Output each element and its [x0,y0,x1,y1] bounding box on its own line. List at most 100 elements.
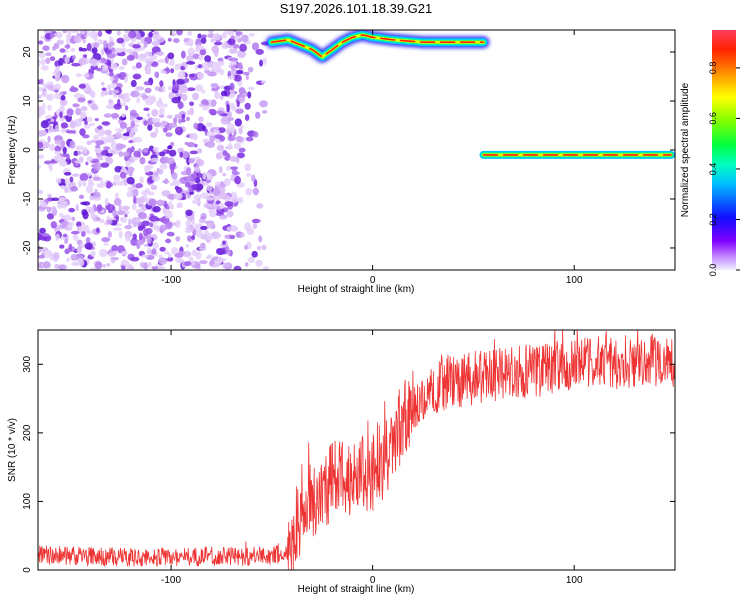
noise-speckle [150,96,155,104]
noise-speckle [244,244,248,250]
colorbar-tick-label: 0.0 [708,264,718,277]
noise-speckle [60,122,69,129]
noise-speckle [101,81,105,86]
noise-speckle [71,30,78,34]
noise-speckle [169,57,175,67]
noise-speckle [72,173,80,177]
noise-speckle [50,221,58,229]
noise-speckle [80,47,88,52]
noise-speckle [227,75,236,80]
noise-speckle [85,185,93,194]
noise-speckle [141,254,149,258]
noise-speckle [106,263,111,267]
noise-speckle [159,163,168,170]
noise-speckle [118,230,123,239]
noise-speckle [40,93,50,97]
noise-speckle [104,197,109,206]
x-tick-label: -100 [161,275,181,286]
noise-speckle [119,171,127,179]
noise-speckle [50,118,55,123]
noise-speckle [200,36,207,44]
noise-speckle [253,131,259,138]
noise-speckle [126,54,135,61]
noise-speckle [106,53,116,59]
noise-speckle [155,226,160,232]
noise-speckle [166,231,175,237]
noise-speckle [162,207,166,215]
noise-speckle [78,83,86,89]
noise-speckle [198,116,204,123]
noise-speckle [170,141,175,147]
noise-speckle [226,104,230,113]
noise-speckle [262,265,270,270]
noise-speckle [205,122,213,128]
noise-speckle [68,243,73,252]
noise-speckle [93,134,100,141]
noise-speckle [101,87,107,91]
noise-speckle [63,171,72,176]
noise-speckle [113,174,121,182]
noise-speckle [63,200,68,207]
snr-y-axis-label: SNR (10 * v/v) [7,418,18,482]
noise-speckle [60,141,65,149]
noise-speckle [152,242,159,250]
noise-speckle [159,151,166,157]
noise-speckle [127,186,136,191]
noise-speckle [100,48,105,56]
noise-speckle [213,129,220,134]
noise-speckle [39,78,44,85]
noise-speckle [173,38,180,44]
noise-speckle [219,192,228,200]
noise-speckle [143,228,149,237]
noise-speckle [251,42,260,51]
noise-speckle [89,58,99,67]
noise-speckle [157,86,163,93]
noise-speckle [149,215,159,222]
noise-speckle [178,118,182,124]
noise-speckle [128,30,137,39]
noise-speckle [47,164,53,168]
noise-speckle [97,39,104,45]
snr-series-line [38,330,675,570]
noise-speckle [120,250,128,256]
colorbar: 0.0 0.2 0.4 0.6 0.8 Normalized spectral ampl… [680,30,740,276]
noise-speckle [222,172,227,177]
noise-speckle [64,56,70,64]
noise-speckle [54,154,64,163]
noise-speckle [253,187,259,196]
noise-speckle [167,52,175,60]
noise-speckle [82,180,87,187]
noise-speckle [139,176,144,184]
noise-speckle [106,182,113,188]
noise-speckle [132,233,137,240]
noise-speckle [73,150,79,157]
noise-speckle [144,87,152,94]
noise-speckle [235,108,244,114]
noise-speckle [85,206,92,211]
noise-speckle [148,31,153,38]
noise-speckle [54,92,62,100]
noise-speckle [167,86,174,91]
noise-speckle [227,134,236,142]
noise-speckle [196,72,205,80]
noise-speckle [106,204,116,211]
noise-speckle [135,183,144,189]
noise-speckle [179,176,188,184]
noise-speckle [202,125,207,132]
noise-speckle [167,145,172,150]
noise-speckle [171,96,181,104]
noise-speckle [102,263,107,268]
noise-speckle [210,99,217,108]
noise-speckle [61,220,70,226]
noise-speckle [171,247,179,256]
noise-speckle [60,185,65,190]
noise-speckle [112,181,117,187]
noise-speckle [211,87,219,92]
noise-speckle [181,113,186,120]
noise-speckle [62,233,68,238]
noise-speckle [158,264,163,270]
noise-speckle [128,140,134,144]
noise-speckle [66,130,76,134]
noise-speckle [172,83,180,92]
